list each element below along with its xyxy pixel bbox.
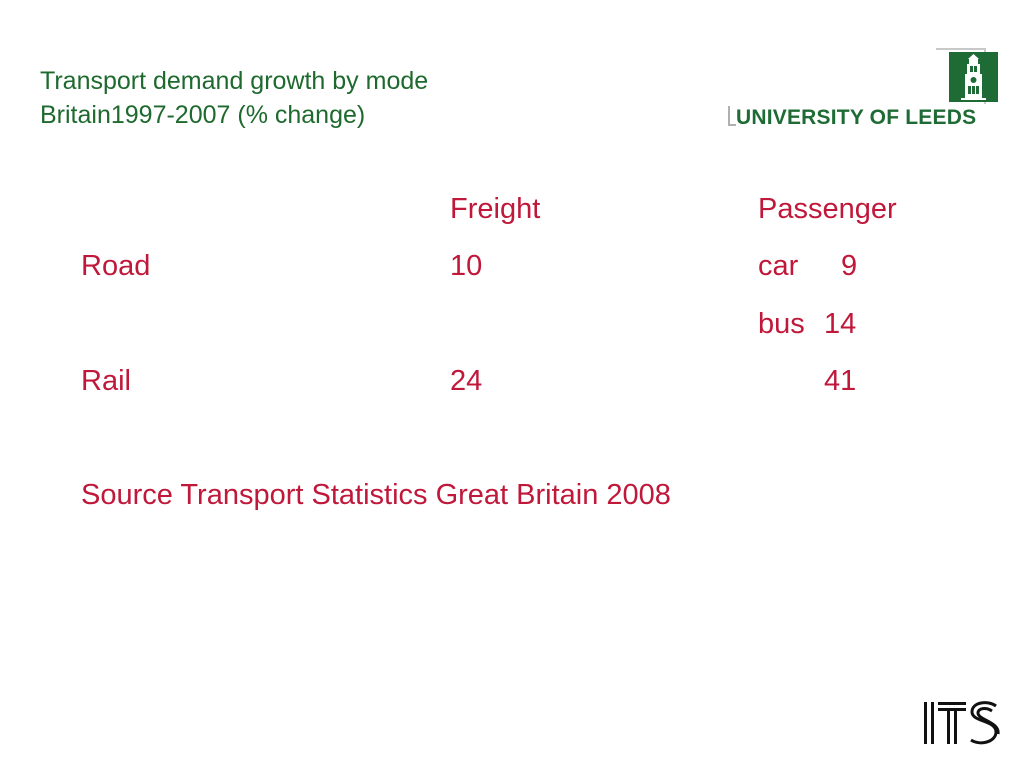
header-passenger: Passenger	[758, 193, 897, 225]
its-logo	[922, 700, 1000, 746]
row-mode-rail: Rail	[81, 365, 131, 397]
row-freight-rail: 24	[450, 365, 483, 397]
logo-wordmark: UNIVERSITY OF LEEDS	[736, 106, 977, 129]
row-freight-road: 10	[450, 250, 483, 282]
header-freight: Freight	[450, 193, 541, 225]
row-passenger-value-bus: 14	[824, 308, 857, 340]
title-line-1: Transport demand growth by mode	[40, 67, 429, 95]
row-passenger-value-rail: 41	[824, 365, 857, 397]
row-passenger-value-car: 9	[841, 250, 858, 282]
logo-bracket-mark	[728, 106, 736, 126]
row-passenger-label-bus: bus	[758, 308, 805, 340]
row-passenger-label-car: car	[758, 250, 799, 282]
slide-title: Transport demand growth by mode Britain1…	[40, 64, 428, 132]
source-note: Source Transport Statistics Great Britai…	[81, 479, 671, 511]
tower-emblem-icon	[949, 52, 998, 102]
university-logo: UNIVERSITY OF LEEDS	[728, 46, 1004, 134]
logo-frame-line	[936, 48, 984, 50]
title-line-2: Britain1997-2007 (% change)	[40, 101, 366, 129]
row-mode-road: Road	[81, 250, 151, 282]
